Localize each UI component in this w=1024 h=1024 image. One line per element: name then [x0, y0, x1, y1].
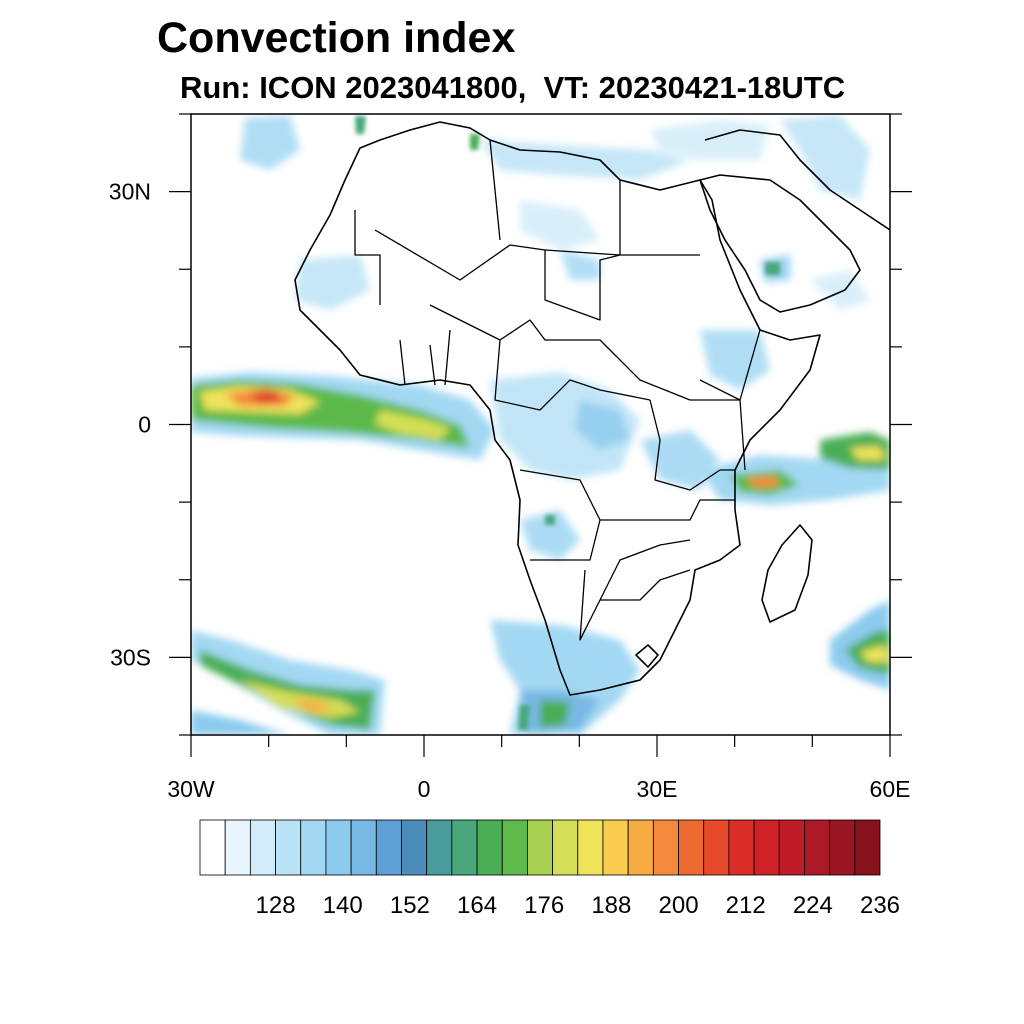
colorbar-swatch: [300, 819, 327, 876]
colorbar-swatch: [476, 819, 503, 876]
y-tick-label: 0: [138, 412, 151, 438]
colorbar-swatch: [678, 819, 705, 876]
colorbar-swatch: [350, 819, 377, 876]
colorbar-swatch: [275, 819, 302, 876]
middle-east-coast: [704, 129, 890, 231]
colorbar-swatch: [602, 819, 629, 876]
africa-coastline: [294, 121, 821, 696]
madagascar-coastline: [761, 524, 813, 623]
convection-atlantic-itcz: [191, 372, 495, 460]
colorbar-swatch: [627, 819, 654, 876]
x-tick-label: 30W: [167, 776, 215, 802]
arabia-coastline: [699, 174, 861, 313]
colorbar-swatch: [501, 819, 528, 876]
convection-south-indian: [830, 600, 890, 690]
country-borders: [354, 139, 761, 641]
convection-field: [191, 115, 890, 735]
colorbar-swatch: [426, 819, 453, 876]
y-axis: 30N 0 30S: [109, 113, 912, 736]
convection-indian-ocean: [700, 432, 890, 505]
x-tick-label: 30E: [637, 776, 678, 802]
colorbar-swatch: [249, 819, 276, 876]
colorbar-label: 176: [524, 892, 564, 919]
colorbar-label: 164: [457, 892, 497, 919]
colorbar-swatch: [854, 819, 881, 876]
colorbar-swatch: [703, 819, 730, 876]
colorbar-swatch: [652, 819, 679, 876]
colorbar-label: 224: [793, 892, 833, 919]
y-tick-label: 30S: [110, 644, 151, 670]
map-subtitle: Run: ICON 2023041800, VT: 20230421-18UTC: [180, 70, 846, 105]
colorbar-swatch: [552, 819, 579, 876]
convection-small-cells: [355, 116, 780, 730]
colorbar-swatch: [778, 819, 805, 876]
colorbar-label: 188: [591, 892, 631, 919]
colorbar-swatch: [577, 819, 604, 876]
colorbar: 128 140 152 164 176 188 200 212 224 236: [199, 819, 900, 919]
colorbar-label: 212: [726, 892, 766, 919]
y-tick-label: 30N: [109, 179, 151, 205]
colorbar-label: 152: [390, 892, 430, 919]
colorbar-label: 200: [659, 892, 699, 919]
colorbar-label: 236: [860, 892, 900, 919]
convection-north-africa: [240, 115, 870, 390]
colorbar-swatch: [375, 819, 402, 876]
colorbar-label: 128: [256, 892, 296, 919]
colorbar-swatch: [224, 819, 251, 876]
convection-central-africa: [490, 372, 720, 560]
x-tick-label: 60E: [870, 776, 911, 802]
convection-southern-africa: [490, 620, 640, 735]
convection-south-atlantic: [191, 630, 385, 735]
colorbar-swatch: [451, 819, 478, 876]
x-tick-label: 0: [418, 776, 431, 802]
x-axis: 30W 0 30E 60E: [167, 735, 911, 802]
colorbar-swatch: [325, 819, 352, 876]
colorbar-swatch: [527, 819, 553, 876]
coastlines-and-borders: [294, 121, 890, 696]
colorbar-swatch: [199, 819, 226, 876]
lesotho-border: [635, 644, 659, 668]
colorbar-swatch: [804, 819, 831, 876]
colorbar-swatch: [401, 819, 428, 876]
colorbar-swatch: [728, 819, 755, 876]
map-title: Convection index: [157, 14, 516, 62]
colorbar-label: 140: [323, 892, 363, 919]
colorbar-swatch: [753, 819, 780, 876]
colorbar-swatch: [829, 819, 856, 876]
